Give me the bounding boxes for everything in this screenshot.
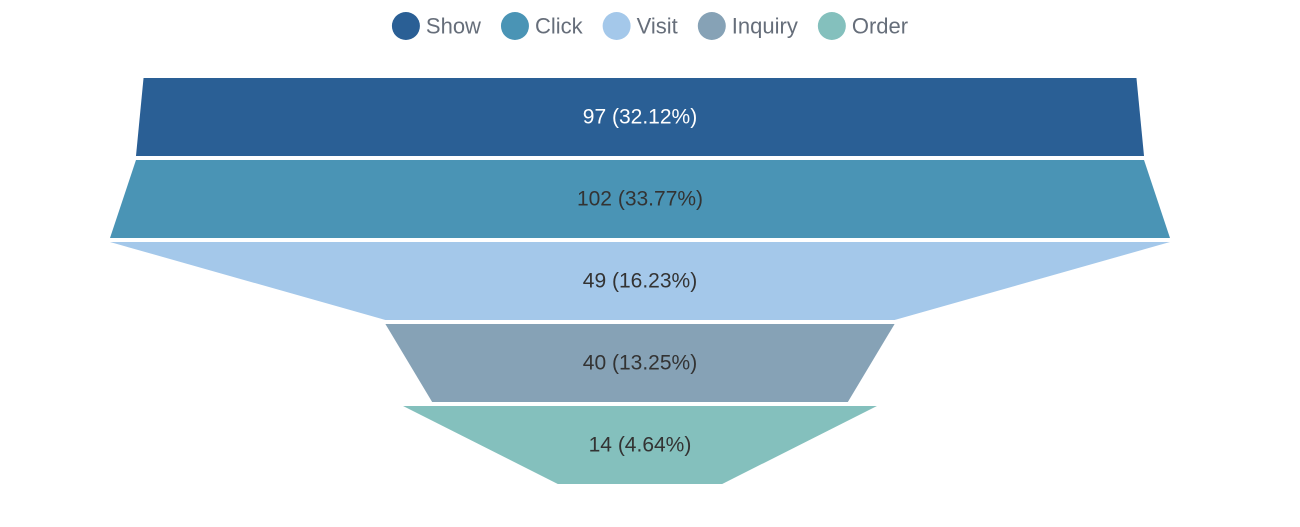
legend-label: Order [852, 14, 908, 39]
funnel-segment-inquiry[interactable] [385, 324, 895, 402]
legend-swatch [602, 12, 631, 40]
legend-item-click[interactable]: Click [500, 12, 584, 40]
funnel-segments: 97 (32.12%) 102 (33.77%) 49 (16.23%) 40 (13… [110, 78, 1170, 484]
funnel-segment-visit[interactable] [110, 242, 1170, 320]
funnel-segment-show[interactable] [135, 78, 1145, 156]
funnel-label-click: 102 (33.77%) [577, 188, 703, 211]
legend-label: Visit [637, 14, 678, 39]
legend-swatch [817, 12, 846, 40]
legend-item-visit[interactable]: Visit [602, 12, 678, 40]
legend-swatch [391, 12, 420, 40]
legend-item-show[interactable]: Show [391, 12, 481, 40]
legend-item-inquiry[interactable]: Inquiry [697, 12, 798, 40]
legend-swatch [500, 12, 529, 40]
legend-item-order[interactable]: Order [817, 12, 908, 40]
legend-label: Inquiry [732, 14, 798, 39]
funnel-label-show: 97 (32.12%) [583, 106, 697, 129]
legend-label: Click [535, 14, 584, 39]
legend: Show Click Visit Inquiry Order [391, 12, 908, 40]
funnel-label-visit: 49 (16.23%) [583, 270, 697, 293]
legend-label: Show [426, 14, 481, 39]
funnel-label-inquiry: 40 (13.25%) [583, 352, 697, 375]
funnel-label-order: 14 (4.64%) [589, 434, 692, 457]
funnel-segment-order[interactable] [403, 406, 877, 484]
legend-swatch [697, 12, 726, 40]
funnel-segment-click[interactable] [110, 160, 1170, 238]
